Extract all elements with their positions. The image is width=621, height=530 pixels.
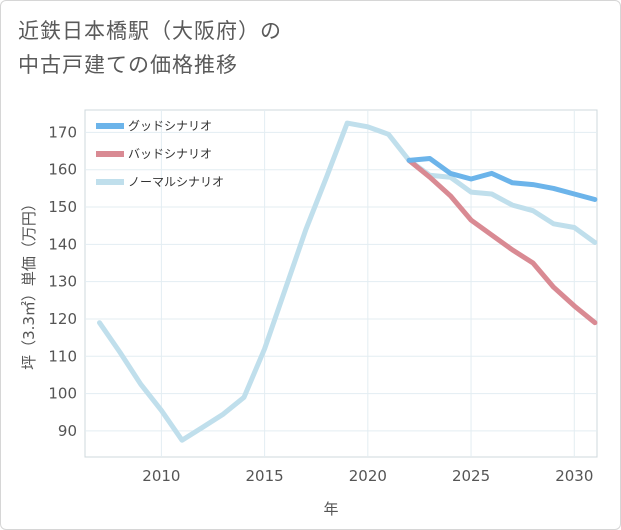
x-tick-label: 2015: [246, 467, 284, 485]
y-axis-label: 坪（3.3㎡）単価（万円）: [20, 196, 38, 370]
y-tick-label: 170: [48, 123, 77, 141]
series-line-0: [406, 156, 598, 202]
x-tick-label: 2025: [452, 467, 490, 485]
legend-label-1: バッドシナリオ: [128, 147, 212, 161]
legend-label-0: グッドシナリオ: [128, 119, 212, 133]
y-tick-label: 150: [48, 198, 77, 216]
x-tick-label: 2010: [142, 467, 180, 485]
y-tick-label: 110: [48, 347, 77, 365]
y-tick-label: 90: [58, 422, 77, 440]
axis-ticks: 90 100 110 120 130 140 150 160 170 2010 2015 2020 20…: [48, 123, 593, 485]
series-line-1: [406, 157, 598, 326]
y-tick-label: 160: [48, 161, 77, 179]
y-tick-label: 100: [48, 385, 77, 403]
y-tick-label: 130: [48, 273, 77, 291]
page-title: 近鉄日本橋駅（大阪府）の 中古戸建ての価格推移: [18, 14, 578, 82]
series-lines: [97, 120, 598, 443]
title-line-1: 近鉄日本橋駅（大阪府）の: [18, 19, 282, 43]
title-line-2: 中古戸建ての価格推移: [18, 53, 238, 77]
legend-label-2: ノーマルシナリオ: [128, 175, 224, 189]
x-tick-label: 2030: [555, 467, 593, 485]
y-tick-label: 140: [48, 235, 77, 253]
plot-area: [84, 109, 598, 458]
x-tick-label: 2020: [349, 467, 387, 485]
y-tick-label: 120: [48, 310, 77, 328]
series-line-2: [97, 120, 598, 443]
x-axis-label: 年: [323, 500, 338, 518]
